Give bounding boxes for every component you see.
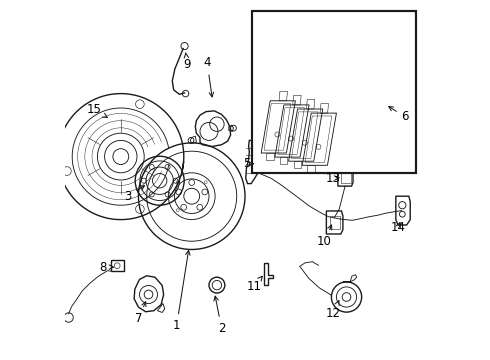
- Text: 14: 14: [391, 221, 406, 234]
- Text: 15: 15: [87, 103, 107, 118]
- Text: 3: 3: [124, 186, 145, 203]
- Text: 10: 10: [317, 225, 332, 248]
- Text: 8: 8: [99, 261, 114, 274]
- Text: 2: 2: [214, 296, 225, 335]
- Text: 13: 13: [326, 172, 341, 185]
- Text: 11: 11: [246, 276, 262, 293]
- Text: 1: 1: [173, 251, 190, 332]
- Bar: [252, 11, 416, 173]
- Text: 12: 12: [326, 301, 341, 320]
- Text: 9: 9: [184, 53, 191, 71]
- Text: 7: 7: [135, 302, 146, 325]
- Bar: [341, 172, 351, 183]
- Bar: [111, 260, 123, 271]
- Text: 5: 5: [243, 157, 253, 170]
- Bar: [330, 216, 340, 229]
- Bar: [252, 11, 416, 173]
- Text: 6: 6: [389, 107, 409, 123]
- Text: 4: 4: [203, 57, 214, 97]
